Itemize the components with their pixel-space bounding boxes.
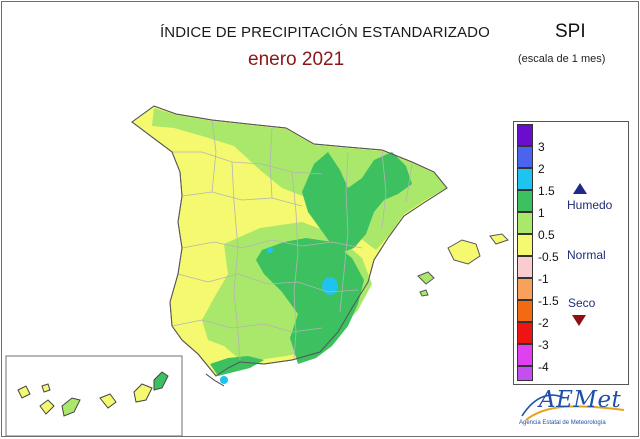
legend-swatch [517,168,533,190]
wet-spot-west [267,247,273,253]
legend-swatch [517,278,533,300]
legend-tick: -0.5 [538,250,559,264]
map-title: ÍNDICE DE PRECIPITACIÓN ESTANDARIZADO [160,24,490,41]
legend-wet-label: Humedo [567,198,613,212]
legend-tick: 3 [538,140,545,154]
balearic-ibiza [417,271,435,285]
canary-inset-box [5,355,183,436]
province-borders [171,119,413,361]
triangle-up-icon [573,183,587,194]
legend-normal-label: Normal [567,248,606,262]
logo-agency-name: Agencia Estatal de Meteorología [519,420,606,426]
aemet-logo-mark [521,394,625,421]
legend-tick: -1 [538,272,549,286]
legend-swatch [517,322,533,344]
balearic-formentera [419,289,429,297]
map-period: enero 2021 [248,49,345,70]
legend-tick: 2 [538,162,545,176]
legend-tick: 0.5 [538,228,555,242]
triangle-down-icon [572,315,586,326]
legend-tick: -3 [538,338,549,352]
balearic-mallorca [447,239,481,265]
balearic-menorca [489,233,509,245]
legend-tick: 1.5 [538,184,555,198]
legend-dry-label: Seco [568,296,596,310]
legend-tick: -1.5 [538,294,559,308]
legend-swatch [517,366,533,381]
aemet-logo: AEMet Agencia Estatal de Meteorología [516,386,628,432]
index-code: SPI [555,21,586,42]
legend-swatch [517,234,533,256]
legend-swatch [517,190,533,212]
logo-wordmark: AEMet [539,387,622,413]
legend-tick: -2 [538,316,549,330]
legend-swatch [517,212,533,234]
legend-tick: -4 [538,360,549,374]
scale-note: (escala de 1 mes) [518,53,606,65]
legend-swatch [517,344,533,366]
legend-swatch [517,300,533,322]
coast-line-details [205,373,225,387]
legend-swatch [517,124,533,146]
legend-swatch [517,256,533,278]
canary-islands [17,371,169,417]
legend-swatch [517,146,533,168]
spi-legend: 3 2 1.5 1 0.5 -0.5 -1 -1.5 -2 -3 -4 Hume… [513,121,629,385]
wet-spot-center [322,277,338,295]
legend-tick: 1 [538,206,545,220]
wet-spot-south [220,376,228,384]
